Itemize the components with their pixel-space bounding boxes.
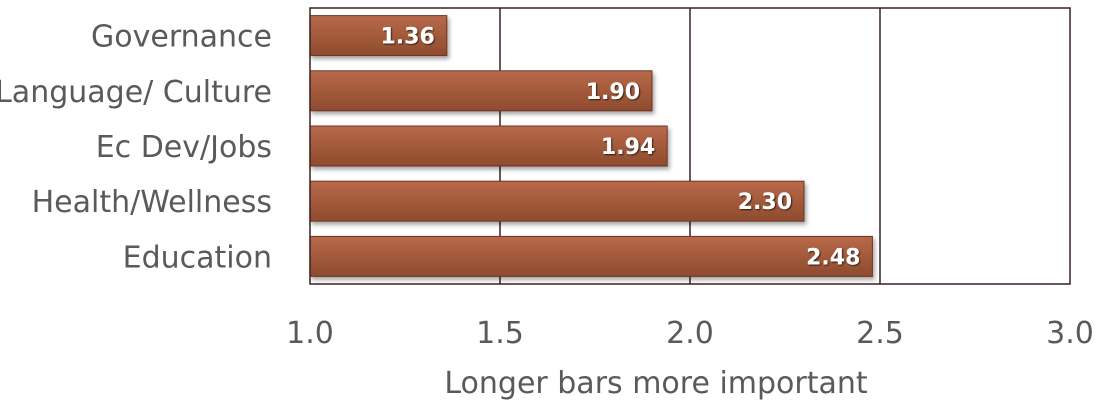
bar-value-label: 1.94 — [601, 135, 655, 160]
bar-value-label: 2.30 — [738, 190, 792, 215]
category-label: Health/Wellness — [32, 185, 272, 220]
x-tick-label: 1.0 — [286, 316, 334, 351]
bar — [309, 70, 653, 112]
bar — [309, 125, 668, 167]
bars-layer: 1.36 1.90 1.94 2.30 2.48 — [309, 15, 873, 277]
x-tick-label: 3.0 — [1046, 316, 1094, 351]
category-label: Governance — [91, 20, 272, 55]
x-tick-label: 1.5 — [476, 316, 524, 351]
x-tick-label: 2.5 — [856, 316, 904, 351]
category-label: Ec Dev/Jobs — [96, 130, 272, 165]
bar-value-label: 1.36 — [381, 25, 435, 50]
bar — [309, 235, 873, 277]
bar-value-label: 1.90 — [586, 80, 640, 105]
x-axis-title: Longer bars more important — [444, 366, 868, 401]
bar — [309, 180, 805, 222]
plot-frame — [309, 7, 1071, 285]
x-tick-labels: 1.0 1.5 2.0 2.5 3.0 — [286, 316, 1094, 351]
category-label: Education — [123, 240, 272, 275]
category-labels: Governance Language/ Culture Ec Dev/Jobs He… — [0, 20, 272, 276]
bar — [309, 15, 448, 57]
bar-value-label: 2.48 — [806, 245, 860, 270]
frame-layer — [309, 7, 1071, 285]
category-label: Language/ Culture — [0, 75, 272, 110]
x-tick-label: 2.0 — [666, 316, 714, 351]
